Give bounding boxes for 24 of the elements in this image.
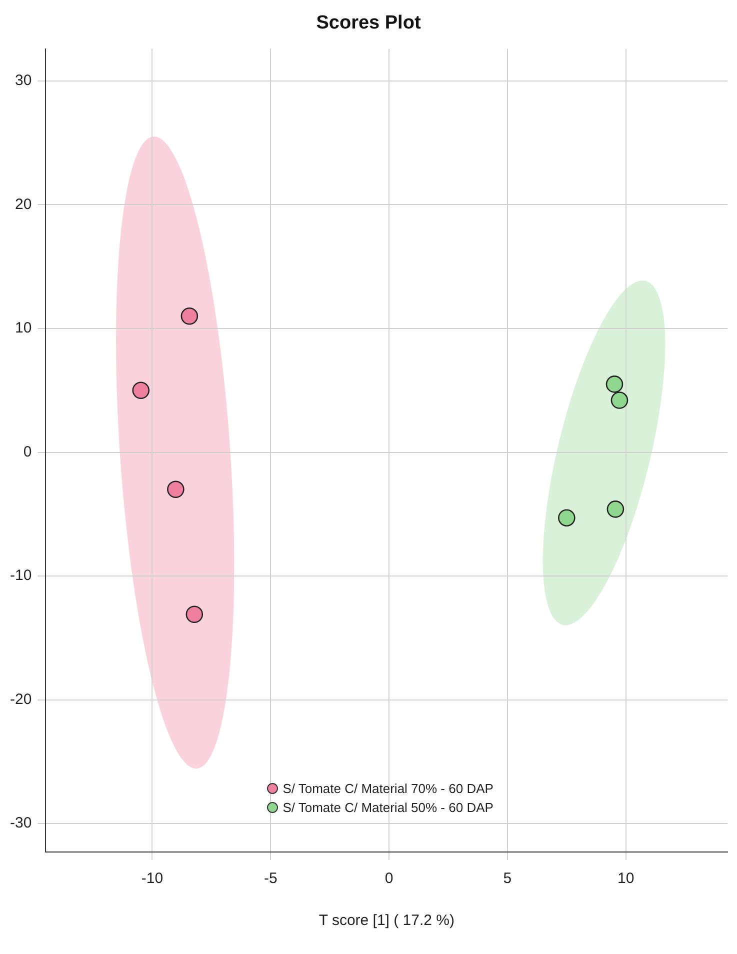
y-tick-label: 0: [23, 443, 32, 460]
x-tick-label: 10: [618, 870, 634, 888]
x-tick-label: -5: [264, 870, 278, 888]
x-axis-title: T score [1] ( 17.2 %): [318, 912, 454, 930]
point: [606, 376, 624, 393]
point: [186, 606, 204, 624]
y-tick-label: -20: [10, 690, 32, 708]
x-tick-label: 5: [503, 870, 512, 888]
y-tick-label: 30: [14, 72, 32, 90]
point: [132, 382, 150, 400]
chart-title: Scores Plot: [316, 12, 422, 34]
point: [167, 480, 184, 498]
point: [610, 392, 628, 409]
y-tick-label: 10: [14, 320, 32, 337]
point: [606, 500, 624, 518]
point: [180, 307, 198, 325]
point: [558, 509, 576, 526]
x-tick-label: 0: [384, 870, 394, 888]
y-tick-label: -10: [10, 567, 32, 584]
legend-label: S/ Tomate C/ Material 50% - 60 DAP: [282, 800, 494, 815]
legend-label: S/ Tomate C/ Material 70% - 60 DAP: [282, 781, 494, 796]
x-tick-label: -10: [141, 870, 164, 888]
y-tick-label: 20: [14, 196, 32, 213]
y-tick-label: -30: [10, 814, 32, 832]
